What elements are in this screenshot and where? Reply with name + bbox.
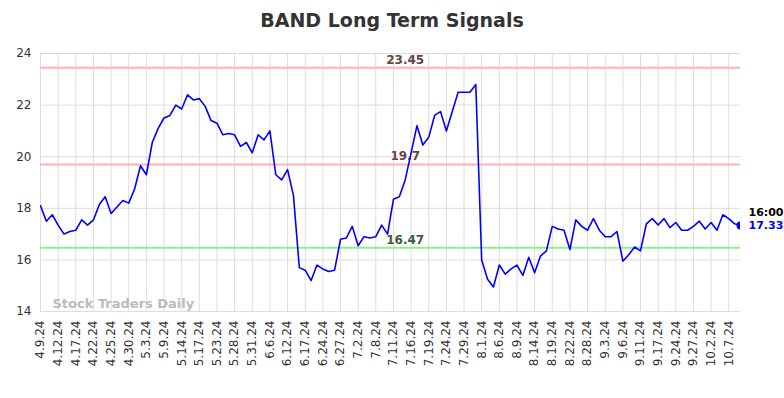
- svg-text:9.27.24: 9.27.24: [686, 321, 700, 367]
- svg-text:10.2.24: 10.2.24: [704, 321, 718, 367]
- svg-text:7.19.24: 7.19.24: [422, 321, 436, 367]
- svg-text:9.6.24: 9.6.24: [616, 321, 630, 359]
- svg-text:16:00: 16:00: [749, 206, 784, 219]
- svg-text:9.11.24: 9.11.24: [633, 321, 647, 367]
- svg-text:19.7: 19.7: [390, 149, 420, 163]
- svg-text:8.14.24: 8.14.24: [527, 321, 541, 367]
- svg-text:6.17.24: 6.17.24: [298, 321, 312, 367]
- svg-text:5.23.24: 5.23.24: [210, 321, 224, 367]
- svg-text:7.16.24: 7.16.24: [404, 321, 418, 367]
- svg-text:8.1.24: 8.1.24: [475, 321, 489, 359]
- svg-text:4.9.24: 4.9.24: [33, 321, 47, 359]
- svg-text:5.28.24: 5.28.24: [227, 321, 241, 367]
- svg-text:17.33: 17.33: [749, 219, 784, 232]
- svg-text:18: 18: [16, 201, 31, 215]
- svg-text:20: 20: [16, 150, 31, 164]
- svg-text:9.24.24: 9.24.24: [669, 321, 683, 367]
- svg-text:23.45: 23.45: [386, 53, 424, 67]
- svg-text:4.30.24: 4.30.24: [122, 321, 136, 367]
- svg-text:7.24.24: 7.24.24: [439, 321, 453, 367]
- svg-text:22: 22: [16, 98, 31, 112]
- svg-text:6.24.24: 6.24.24: [316, 321, 330, 367]
- svg-text:7.11.24: 7.11.24: [386, 321, 400, 367]
- svg-text:4.25.24: 4.25.24: [104, 321, 118, 367]
- svg-text:4.12.24: 4.12.24: [51, 321, 65, 367]
- svg-text:8.22.24: 8.22.24: [563, 321, 577, 367]
- svg-text:10.7.24: 10.7.24: [722, 321, 736, 367]
- svg-text:6.6.24: 6.6.24: [263, 321, 277, 359]
- svg-text:7.2.24: 7.2.24: [351, 321, 365, 359]
- svg-text:9.3.24: 9.3.24: [598, 321, 612, 359]
- svg-text:5.3.24: 5.3.24: [139, 321, 153, 359]
- svg-text:8.6.24: 8.6.24: [492, 321, 506, 359]
- svg-text:5.9.24: 5.9.24: [157, 321, 171, 359]
- svg-text:Stock Traders Daily: Stock Traders Daily: [53, 296, 195, 311]
- svg-text:4.22.24: 4.22.24: [86, 321, 100, 367]
- svg-text:8.9.24: 8.9.24: [510, 321, 524, 359]
- svg-text:8.28.24: 8.28.24: [580, 321, 594, 367]
- svg-text:5.14.24: 5.14.24: [175, 321, 189, 367]
- svg-text:16.47: 16.47: [386, 233, 424, 247]
- svg-text:5.17.24: 5.17.24: [192, 321, 206, 367]
- svg-text:9.17.24: 9.17.24: [651, 321, 665, 367]
- svg-text:4.17.24: 4.17.24: [69, 321, 83, 367]
- svg-text:7.29.24: 7.29.24: [457, 321, 471, 367]
- svg-text:7.8.24: 7.8.24: [369, 321, 383, 359]
- svg-text:5.31.24: 5.31.24: [245, 321, 259, 367]
- svg-text:6.12.24: 6.12.24: [280, 321, 294, 367]
- svg-text:14: 14: [16, 304, 31, 318]
- svg-text:6.27.24: 6.27.24: [333, 321, 347, 367]
- svg-text:16: 16: [16, 253, 31, 267]
- svg-text:8.19.24: 8.19.24: [545, 321, 559, 367]
- svg-text:24: 24: [16, 46, 31, 60]
- html-text:BAND Long Term Signals: BAND Long Term Signals: [260, 9, 524, 31]
